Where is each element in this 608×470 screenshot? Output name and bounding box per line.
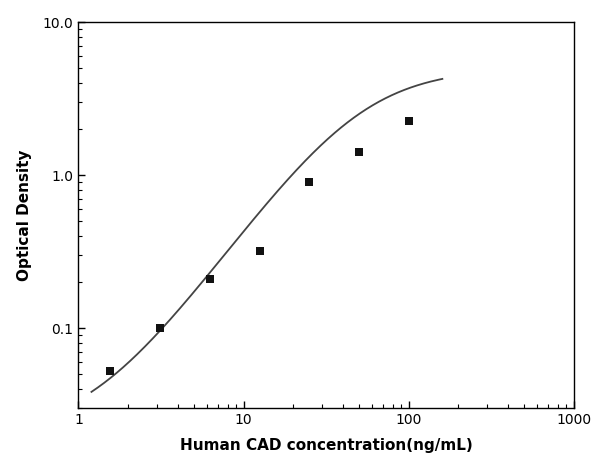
Y-axis label: Optical Density: Optical Density: [16, 149, 32, 281]
Point: [106, 367, 116, 374]
Point: [354, 148, 364, 156]
X-axis label: Human CAD concentration(ng/mL): Human CAD concentration(ng/mL): [180, 439, 472, 454]
Point: [155, 324, 165, 331]
Point: [404, 118, 413, 125]
Point: [255, 247, 264, 255]
Point: [205, 275, 215, 283]
Point: [305, 179, 314, 186]
